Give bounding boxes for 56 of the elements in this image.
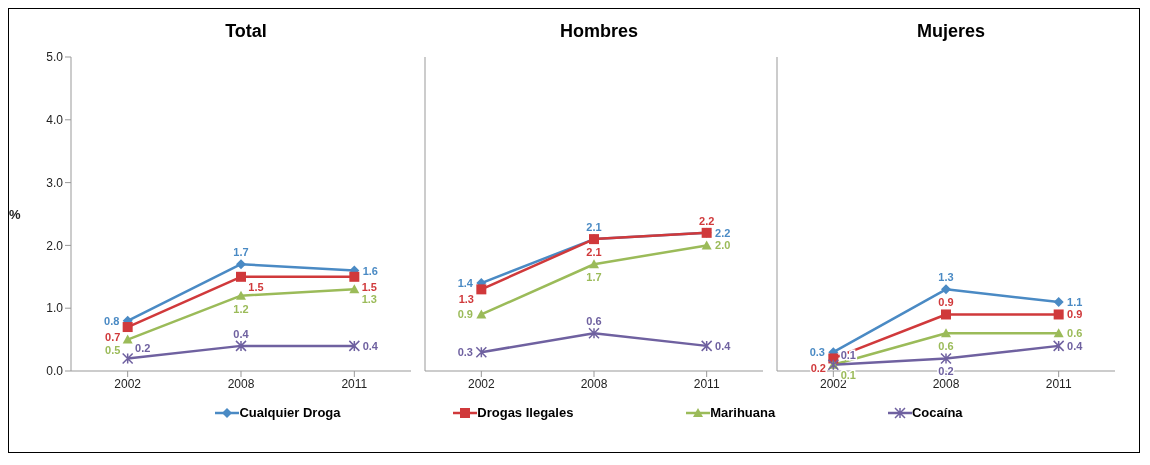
data-label: 1.7 xyxy=(233,246,249,259)
data-label: 0.4 xyxy=(1067,339,1084,352)
y-axis-title: % xyxy=(9,206,21,222)
x-tick-label: 2011 xyxy=(341,376,368,391)
x-tick-label: 2008 xyxy=(227,376,255,391)
data-label: 0.2 xyxy=(938,365,954,378)
data-label: 0.2 xyxy=(810,362,826,375)
y-tick-label: 3.0 xyxy=(46,175,64,190)
x-tick-label: 2011 xyxy=(1045,376,1072,391)
x-tick-label: 2008 xyxy=(932,376,960,391)
x-tick-label: 2008 xyxy=(580,376,608,391)
data-label: 2.0 xyxy=(715,239,731,252)
legend-label: Cualquier Droga xyxy=(239,405,341,420)
y-tick-label: 0.0 xyxy=(46,364,64,379)
chart-title: Hombres xyxy=(559,21,639,43)
legend-label: Drogas Ilegales xyxy=(477,405,574,420)
legend-label: Cocaína xyxy=(911,405,963,420)
data-label: 1.3 xyxy=(458,293,474,306)
data-label: 0.6 xyxy=(938,340,954,353)
data-label: 2.1 xyxy=(586,221,602,234)
data-label: 0.8 xyxy=(104,314,120,327)
data-label: 0.3 xyxy=(809,346,825,359)
y-tick-label: 5.0 xyxy=(46,50,64,65)
data-label: 1.2 xyxy=(233,302,249,315)
legend-label: Marihuana xyxy=(710,405,776,420)
data-label: 2.1 xyxy=(586,246,602,259)
data-label: 0.9 xyxy=(938,296,954,309)
data-label: 1.1 xyxy=(1067,295,1083,308)
x-tick-label: 2002 xyxy=(467,376,495,391)
data-label: 1.5 xyxy=(248,280,264,293)
data-label: 0.4 xyxy=(362,339,379,352)
y-tick-label: 1.0 xyxy=(46,301,64,316)
data-label: 2.2 xyxy=(715,226,731,239)
data-label: 0.4 xyxy=(715,339,732,352)
data-label: 1.6 xyxy=(362,264,378,277)
data-label: 1.5 xyxy=(361,280,377,293)
data-label: 2.2 xyxy=(699,214,715,227)
data-label: 0.7 xyxy=(105,331,121,344)
data-label: 1.4 xyxy=(457,277,474,290)
data-label: 0.2 xyxy=(135,342,151,355)
data-label: 0.3 xyxy=(457,346,473,359)
data-label: 0.5 xyxy=(105,343,121,356)
data-label: 0.6 xyxy=(586,315,602,328)
data-label: 1.3 xyxy=(361,293,377,306)
data-label: 0.9 xyxy=(457,308,473,321)
data-label: 1.3 xyxy=(938,271,954,284)
y-tick-label: 2.0 xyxy=(46,238,64,253)
data-label: 0.4 xyxy=(233,327,250,340)
data-label: 0.6 xyxy=(1067,327,1083,340)
data-label: 1.7 xyxy=(586,271,602,284)
chart-title: Mujeres xyxy=(916,21,986,43)
y-tick-label: 4.0 xyxy=(46,113,64,128)
x-tick-label: 2002 xyxy=(114,376,142,391)
chart-title: Total xyxy=(224,21,268,43)
x-tick-label: 2011 xyxy=(693,376,720,391)
data-label: 0.9 xyxy=(1067,308,1083,321)
